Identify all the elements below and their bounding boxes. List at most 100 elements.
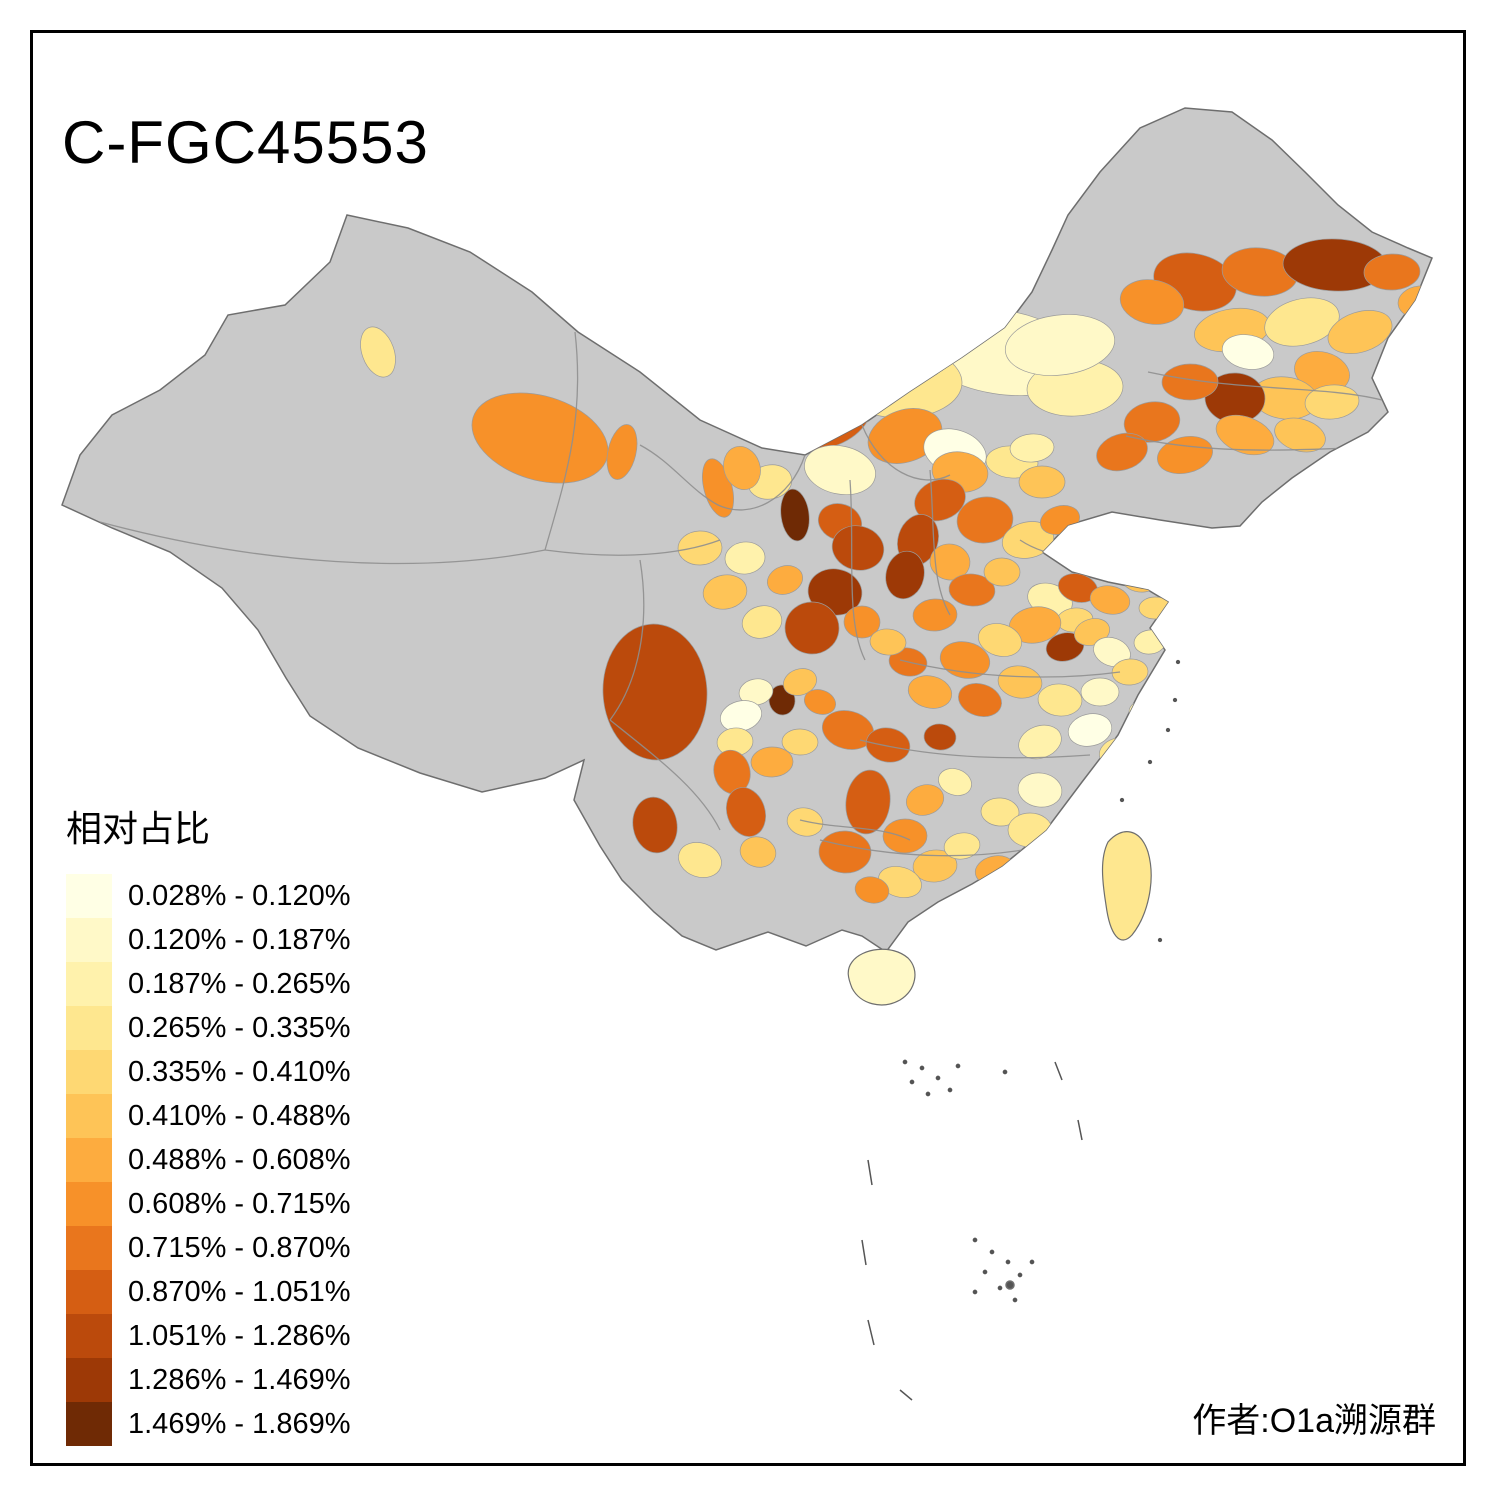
legend-swatch bbox=[66, 1050, 112, 1094]
map-region bbox=[725, 787, 767, 837]
map-region bbox=[724, 541, 766, 575]
map-region bbox=[1327, 310, 1393, 354]
legend-swatch bbox=[66, 1358, 112, 1402]
page-title: C-FGC45553 bbox=[62, 109, 429, 177]
map-region bbox=[786, 807, 824, 837]
map-region bbox=[739, 836, 777, 868]
legend-label: 0.187% - 0.265% bbox=[128, 967, 351, 1000]
south-china-sea-islands bbox=[861, 659, 1181, 1401]
map-region bbox=[723, 446, 761, 490]
map-region bbox=[938, 768, 972, 796]
legend-swatch bbox=[66, 1182, 112, 1226]
map-region bbox=[1083, 549, 1121, 575]
map-region bbox=[1161, 363, 1219, 401]
map-region bbox=[784, 601, 840, 655]
legend-item: 1.051% - 1.286% bbox=[66, 1314, 426, 1358]
map-region bbox=[1042, 835, 1082, 865]
map-region bbox=[948, 573, 996, 607]
map-region bbox=[978, 623, 1022, 657]
legend: 相对占比 0.028% - 0.120% 0.120% - 0.187% 0.187… bbox=[66, 800, 426, 1446]
map-region bbox=[1215, 414, 1275, 456]
map-region bbox=[702, 574, 748, 610]
map-region bbox=[632, 796, 678, 854]
map-region bbox=[818, 830, 872, 874]
map-region bbox=[1363, 253, 1421, 291]
legend-label: 0.870% - 1.051% bbox=[128, 1275, 351, 1308]
author-credit: 作者:O1a溯源群 bbox=[1192, 1402, 1436, 1440]
province-borders bbox=[99, 331, 1383, 857]
legend-label: 0.335% - 0.410% bbox=[128, 1055, 351, 1088]
legend-swatch bbox=[66, 1138, 112, 1182]
map-region bbox=[1029, 867, 1063, 893]
legend-label: 0.715% - 0.870% bbox=[128, 1231, 351, 1264]
map-region bbox=[1128, 699, 1162, 725]
map-region bbox=[1264, 297, 1340, 347]
map-region bbox=[1119, 279, 1185, 325]
legend-item: 0.265% - 0.335% bbox=[66, 1006, 426, 1050]
legend-item: 0.120% - 0.187% bbox=[66, 918, 426, 962]
legend-label: 0.410% - 0.488% bbox=[128, 1099, 351, 1132]
legend-swatch bbox=[66, 1402, 112, 1446]
map-region bbox=[360, 326, 396, 378]
hainan-island bbox=[847, 948, 916, 1006]
legend-label: 1.051% - 1.286% bbox=[128, 1319, 351, 1352]
legend-swatch bbox=[66, 1314, 112, 1358]
map-region bbox=[1017, 772, 1063, 808]
map-region bbox=[783, 668, 817, 696]
legend-swatch bbox=[66, 1006, 112, 1050]
legend-item: 0.870% - 1.051% bbox=[66, 1270, 426, 1314]
legend-swatch bbox=[66, 1270, 112, 1314]
map-region bbox=[750, 746, 794, 778]
map-region bbox=[1080, 677, 1120, 707]
legend-item: 0.488% - 0.608% bbox=[66, 1138, 426, 1182]
map-region bbox=[1004, 314, 1116, 376]
map-region bbox=[803, 689, 837, 715]
map-region bbox=[983, 557, 1021, 587]
map-region bbox=[1018, 465, 1066, 499]
map-region bbox=[804, 445, 876, 495]
map-region bbox=[1382, 341, 1432, 379]
map-region bbox=[781, 728, 819, 756]
map-region bbox=[678, 842, 722, 878]
map-region bbox=[854, 876, 890, 904]
legend-item: 1.286% - 1.469% bbox=[66, 1358, 426, 1402]
legend-swatch bbox=[66, 1226, 112, 1270]
map-region bbox=[831, 525, 885, 571]
legend-swatch bbox=[66, 874, 112, 918]
map-region bbox=[939, 641, 991, 679]
legend-label: 0.120% - 0.187% bbox=[128, 923, 351, 956]
map-region bbox=[1138, 596, 1172, 620]
map-region bbox=[738, 678, 774, 706]
map-region bbox=[882, 818, 928, 854]
legend-label: 0.265% - 0.335% bbox=[128, 1011, 351, 1044]
map-region bbox=[1009, 433, 1055, 463]
legend-item: 0.028% - 0.120% bbox=[66, 874, 426, 918]
legend-swatch bbox=[66, 918, 112, 962]
legend-label: 1.469% - 1.869% bbox=[128, 1407, 351, 1440]
legend-item: 0.608% - 0.715% bbox=[66, 1182, 426, 1226]
map-region bbox=[912, 849, 958, 883]
map-region bbox=[956, 496, 1014, 544]
map-region bbox=[837, 345, 963, 419]
map-region bbox=[1274, 417, 1326, 453]
map-region bbox=[1067, 713, 1113, 747]
legend-label: 0.608% - 0.715% bbox=[128, 1187, 351, 1220]
legend-item: 1.469% - 1.869% bbox=[66, 1402, 426, 1446]
legend-items: 0.028% - 0.120% 0.120% - 0.187% 0.187% - 0… bbox=[66, 874, 426, 1446]
legend-item: 0.715% - 0.870% bbox=[66, 1226, 426, 1270]
legend-title: 相对占比 bbox=[66, 808, 211, 849]
map-region bbox=[980, 797, 1020, 827]
legend-swatch bbox=[66, 1094, 112, 1138]
map-region bbox=[905, 784, 945, 816]
map-region bbox=[914, 478, 966, 522]
map-region bbox=[929, 543, 971, 581]
legend-swatch bbox=[66, 962, 112, 1006]
small-island bbox=[1005, 1280, 1015, 1290]
map-region bbox=[1007, 812, 1053, 848]
map-region bbox=[869, 628, 907, 656]
legend-label: 0.028% - 0.120% bbox=[128, 879, 351, 912]
map-region bbox=[1076, 819, 1096, 841]
map-region bbox=[1221, 334, 1275, 370]
